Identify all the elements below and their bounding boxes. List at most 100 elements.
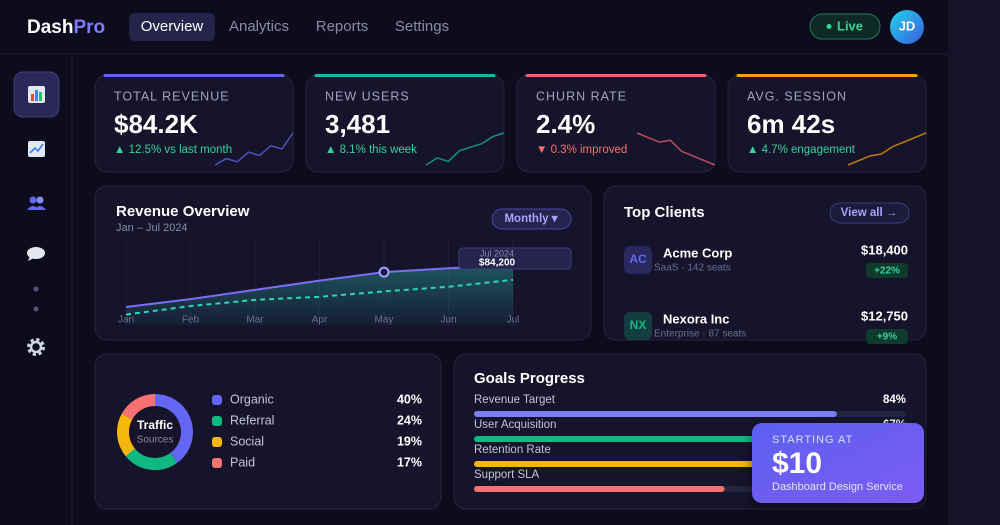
legend-swatch xyxy=(212,416,222,426)
x-tick-label: Feb xyxy=(182,315,200,326)
promo-bg[interactable] xyxy=(752,423,924,503)
kpi-value: 6m 42s xyxy=(747,109,835,139)
x-tick-label: Apr xyxy=(312,315,328,326)
live-status: Live xyxy=(837,18,863,33)
right-strip xyxy=(948,0,1000,525)
donut-slice xyxy=(125,448,178,470)
kpi-label: CHURN RATE xyxy=(536,89,627,103)
live-pill xyxy=(809,13,881,40)
client-name: Acme Corp xyxy=(663,245,732,260)
view-all-label: View all → xyxy=(841,207,898,219)
series-line xyxy=(125,264,514,308)
kpi-value: 2.4% xyxy=(536,109,595,139)
live-dot xyxy=(826,24,832,29)
legend-value: 17% xyxy=(397,455,422,469)
nav-item[interactable]: Analytics xyxy=(229,18,289,35)
x-tick-label: May xyxy=(375,315,394,326)
clients-card xyxy=(603,185,927,341)
legend-swatch xyxy=(212,437,222,447)
nav-active-bg xyxy=(129,13,215,41)
kpi-value: 3,481 xyxy=(325,109,390,139)
donut-slice xyxy=(117,413,136,457)
traffic-card xyxy=(94,353,442,510)
revenue-plot: Jan Feb Mar Apr May Jun Jul Jul 2024$84,200 xyxy=(118,240,572,326)
goal-label: Support SLA xyxy=(474,469,540,481)
legend-label: Paid xyxy=(230,455,255,469)
client-avatar xyxy=(624,312,652,340)
legend-label: Organic xyxy=(230,392,274,406)
kpi-row: TOTAL REVENUE $84.2K ▲ 12.5% vs last month… xyxy=(94,74,927,173)
client-change: +22% xyxy=(874,266,900,277)
donut-title: Traffic xyxy=(137,418,173,432)
nav-item[interactable]: Settings xyxy=(395,18,449,35)
nav-item[interactable]: Reports xyxy=(316,18,369,35)
brand: DashPro xyxy=(27,17,105,38)
sidebar-dot xyxy=(33,286,39,292)
sparkline xyxy=(847,132,927,166)
icon-users[interactable] xyxy=(27,196,46,211)
highlight-point xyxy=(378,266,390,278)
client-meta: Enterprise · 87 seats xyxy=(654,329,746,340)
promo-price: $10 xyxy=(772,447,822,480)
client-change-bg xyxy=(866,329,908,344)
promo-eyebrow: STARTING AT xyxy=(772,434,853,446)
brand-accent: Pro xyxy=(73,17,105,38)
goal-label: User Acquisition xyxy=(474,419,556,431)
sparkline xyxy=(214,132,294,166)
goal-label: Retention Rate xyxy=(474,444,551,456)
icon-chat[interactable] xyxy=(27,247,45,261)
revenue-area xyxy=(126,265,513,325)
donut-slice xyxy=(154,394,193,463)
series-line xyxy=(125,278,514,316)
avatar[interactable] xyxy=(890,10,924,44)
kpi-value: $84.2K xyxy=(114,109,198,139)
tooltip-label: Jul 2024 xyxy=(480,248,514,258)
goal-label: Revenue Target xyxy=(474,394,556,406)
client-name: Nexora Inc xyxy=(663,311,729,326)
goal-bar xyxy=(474,436,764,442)
donut-subtitle: Sources xyxy=(137,435,174,446)
sidebar-dot xyxy=(33,306,39,312)
kpi-change: ▲ 4.7% engagement xyxy=(747,144,856,156)
kpi-label: NEW USERS xyxy=(325,89,410,103)
sparkline xyxy=(636,132,716,166)
client-amount: $12,750 xyxy=(861,308,908,323)
goal-bar xyxy=(474,411,837,417)
view-all[interactable] xyxy=(829,202,910,224)
icon-settings[interactable] xyxy=(27,338,45,356)
card-title: Top Clients xyxy=(624,204,705,221)
card-subtitle: Jan – Jul 2024 xyxy=(116,222,188,234)
legend-swatch xyxy=(212,395,222,405)
client-change-bg xyxy=(866,263,908,278)
traffic-chart: Traffic Sources Organic 40% Referral 24% Socia… xyxy=(117,392,422,470)
client-amount: $18,400 xyxy=(861,242,908,257)
client-change: +9% xyxy=(877,332,897,343)
icon-trend[interactable] xyxy=(28,141,45,157)
legend-label: Social xyxy=(230,434,264,448)
x-tick-label: Jan xyxy=(118,315,134,326)
kpi-change: ▲ 12.5% vs last month xyxy=(114,144,232,156)
goal-value: 84% xyxy=(883,394,906,406)
tooltip xyxy=(458,247,572,270)
avatar-initials: JD xyxy=(899,18,916,33)
brand-main: Dash xyxy=(27,17,73,38)
tooltip-value: $84,200 xyxy=(479,258,516,269)
promo-card[interactable]: STARTING AT $10 Dashboard Design Service xyxy=(752,423,924,503)
client-meta: SaaS · 142 seats xyxy=(654,263,731,274)
kpi-label: AVG. SESSION xyxy=(747,89,847,103)
sparkline xyxy=(425,132,505,166)
donut-slice xyxy=(121,394,156,420)
nav-item[interactable]: Overview xyxy=(141,18,204,35)
x-tick-label: Jun xyxy=(440,315,456,326)
goal-bar xyxy=(474,486,725,492)
kpi-label: TOTAL REVENUE xyxy=(114,89,230,103)
x-tick-label: Jul xyxy=(507,315,520,326)
goal-bar xyxy=(474,461,786,467)
legend-label: Referral xyxy=(230,413,274,427)
legend-value: 19% xyxy=(397,434,422,448)
client-avatar xyxy=(624,246,652,274)
period-select[interactable] xyxy=(491,208,572,230)
kpi-change: ▲ 8.1% this week xyxy=(325,144,417,156)
legend-swatch xyxy=(212,458,222,468)
